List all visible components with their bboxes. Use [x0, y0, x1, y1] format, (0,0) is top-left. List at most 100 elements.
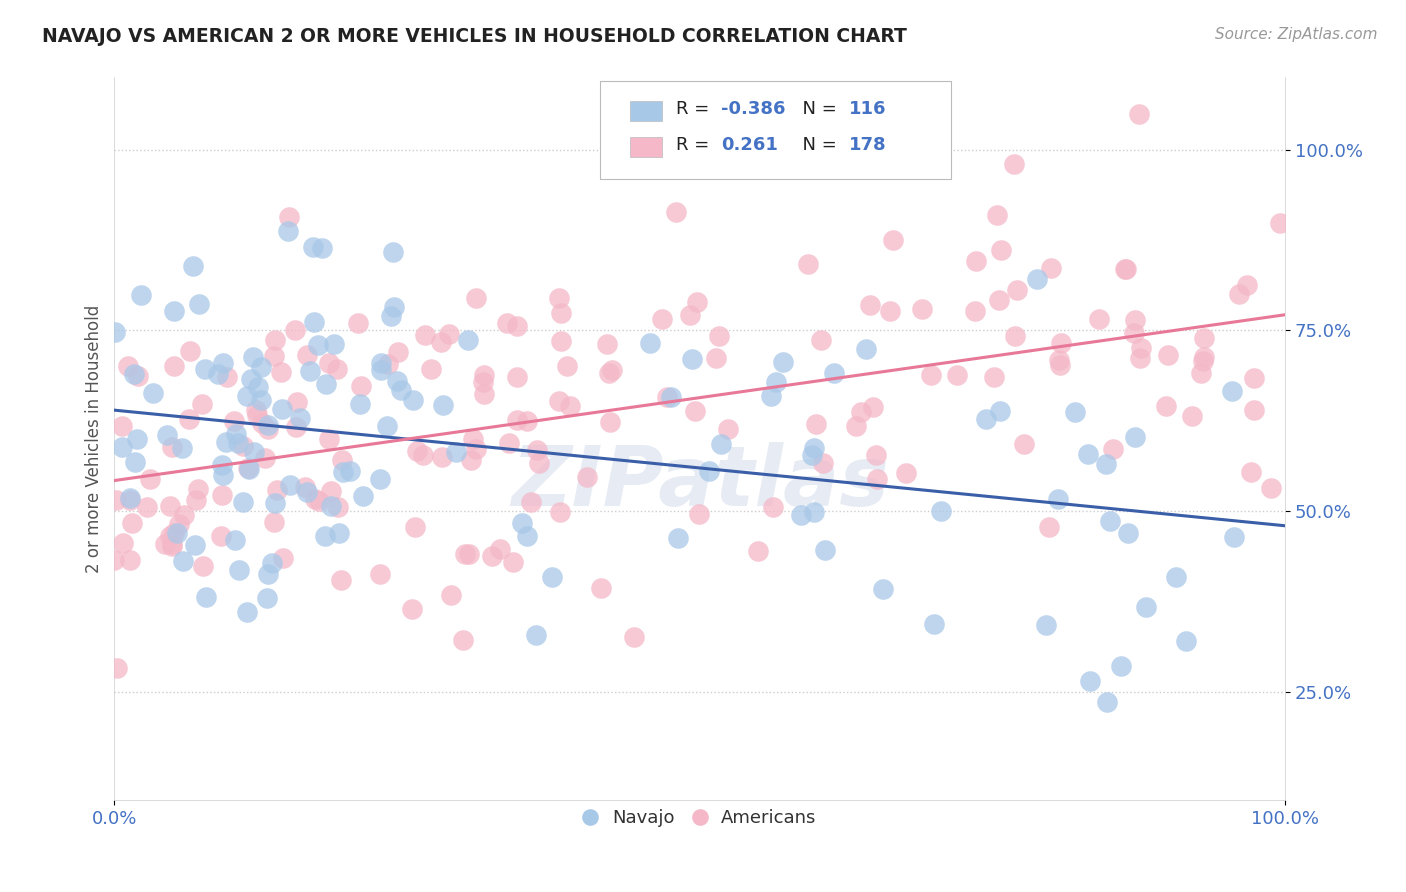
- Point: [160, 537, 183, 551]
- Point: [1154, 399, 1177, 413]
- Point: [172, 553, 194, 567]
- Point: [974, 412, 997, 426]
- Point: [638, 335, 661, 350]
- Point: [247, 380, 270, 394]
- Point: [481, 549, 503, 563]
- Point: [385, 374, 408, 388]
- Point: [666, 531, 689, 545]
- Point: [765, 375, 787, 389]
- Point: [704, 351, 727, 366]
- Y-axis label: 2 or more Vehicles in Household: 2 or more Vehicles in Household: [86, 305, 103, 573]
- Text: N =: N =: [792, 136, 842, 153]
- Point: [697, 464, 720, 478]
- Point: [243, 445, 266, 459]
- Point: [600, 363, 623, 377]
- Point: [111, 535, 134, 549]
- Point: [284, 323, 307, 337]
- Point: [896, 466, 918, 480]
- Point: [1095, 695, 1118, 709]
- Point: [986, 208, 1008, 222]
- Point: [195, 590, 218, 604]
- Point: [139, 472, 162, 486]
- Point: [163, 303, 186, 318]
- Point: [882, 233, 904, 247]
- Point: [1007, 284, 1029, 298]
- Point: [1243, 403, 1265, 417]
- Point: [330, 453, 353, 467]
- Point: [215, 370, 238, 384]
- Point: [814, 543, 837, 558]
- Point: [215, 435, 238, 450]
- Point: [823, 366, 845, 380]
- Point: [963, 303, 986, 318]
- Point: [866, 106, 889, 120]
- Point: [803, 505, 825, 519]
- Point: [761, 389, 783, 403]
- Point: [264, 496, 287, 510]
- Point: [285, 395, 308, 409]
- Point: [454, 547, 477, 561]
- Point: [506, 413, 529, 427]
- Point: [299, 364, 322, 378]
- Point: [457, 334, 479, 348]
- Point: [1189, 366, 1212, 380]
- Point: [659, 391, 682, 405]
- Point: [599, 415, 621, 429]
- Point: [458, 547, 481, 561]
- Point: [1047, 353, 1070, 368]
- Point: [558, 399, 581, 413]
- Point: [193, 558, 215, 573]
- Point: [804, 417, 827, 431]
- Point: [159, 529, 181, 543]
- Point: [529, 457, 551, 471]
- Point: [1115, 261, 1137, 276]
- Point: [688, 507, 710, 521]
- Point: [855, 342, 877, 356]
- Point: [228, 563, 250, 577]
- Point: [315, 377, 337, 392]
- Point: [120, 553, 142, 567]
- Point: [257, 422, 280, 436]
- Text: N =: N =: [792, 100, 842, 118]
- Point: [983, 370, 1005, 384]
- Point: [179, 412, 201, 426]
- Point: [346, 316, 368, 330]
- Point: [368, 567, 391, 582]
- Point: [1049, 358, 1071, 372]
- Point: [124, 455, 146, 469]
- Point: [1223, 530, 1246, 544]
- Text: Source: ZipAtlas.com: Source: ZipAtlas.com: [1215, 27, 1378, 42]
- Point: [117, 359, 139, 373]
- Point: [772, 355, 794, 369]
- Point: [339, 464, 361, 478]
- Point: [451, 633, 474, 648]
- Point: [519, 495, 541, 509]
- Point: [879, 304, 901, 318]
- Point: [401, 602, 423, 616]
- Point: [789, 508, 811, 522]
- Point: [1260, 481, 1282, 495]
- Point: [471, 375, 494, 389]
- Point: [865, 448, 887, 462]
- Point: [717, 422, 740, 436]
- Point: [1192, 353, 1215, 368]
- Point: [350, 379, 373, 393]
- Point: [1098, 514, 1121, 528]
- Point: [1038, 520, 1060, 534]
- Point: [1047, 492, 1070, 507]
- Point: [294, 480, 316, 494]
- Point: [420, 361, 443, 376]
- Point: [461, 432, 484, 446]
- Point: [1157, 348, 1180, 362]
- Point: [683, 404, 706, 418]
- Text: -0.386: -0.386: [721, 100, 786, 118]
- Point: [156, 428, 179, 442]
- Point: [160, 440, 183, 454]
- Point: [253, 451, 276, 466]
- FancyBboxPatch shape: [600, 81, 952, 178]
- Point: [440, 588, 463, 602]
- Point: [524, 628, 547, 642]
- Point: [382, 300, 405, 314]
- Point: [465, 442, 488, 456]
- Point: [246, 409, 269, 423]
